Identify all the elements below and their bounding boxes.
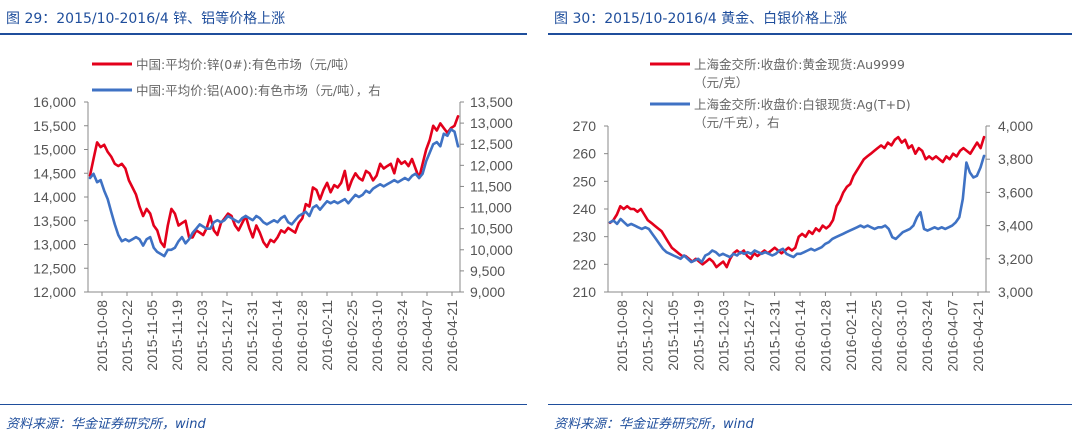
x-tick-label: 2016-02-25 <box>868 300 884 372</box>
panel-gold-silver: 图 30：2015/10-2016/4 黄金、白银价格上涨 210 220 230 2… <box>548 0 1080 448</box>
x-tick-label: 2016-02-25 <box>344 300 360 372</box>
y-right-tick-label: 12,000 <box>470 157 513 173</box>
x-tick-label: 2016-04-21 <box>970 300 986 372</box>
legend-label-1: （元/千克），右 <box>694 115 779 130</box>
x-tick-label: 2015-11-19 <box>169 300 185 371</box>
series-line-0 <box>608 135 986 269</box>
x-tick-label: 2016-03-10 <box>369 300 385 372</box>
source-note: 资料来源：华金证券研究所，wind <box>554 417 754 432</box>
y-right-tick-label: 11,500 <box>470 178 512 194</box>
x-tick-label: 2015-12-03 <box>716 300 732 372</box>
x-tick-label: 2016-03-24 <box>394 300 410 372</box>
series-line-0 <box>88 115 460 249</box>
x-tick-label: 2016-02-11 <box>843 300 859 371</box>
bottom-rule <box>0 404 527 405</box>
legend-label-1: 上海金交所:收盘价:白银现货:Ag(T+D) <box>694 97 911 112</box>
y-right-tick-label: 10,500 <box>470 221 513 237</box>
x-tick-label: 2016-03-24 <box>919 300 935 372</box>
x-tick-label: 2016-01-14 <box>792 300 808 372</box>
y-left-tick-label: 12,000 <box>33 284 76 300</box>
legend-label-0: （元/克） <box>694 75 748 90</box>
x-tick-label: 2015-11-19 <box>690 300 706 371</box>
y-right-tick-label: 9,000 <box>470 284 505 300</box>
y-left-tick-label: 13,000 <box>33 237 76 253</box>
x-tick-label: 2015-11-05 <box>144 300 160 371</box>
y-left-tick-label: 220 <box>573 256 597 272</box>
y-right-tick-label: 13,500 <box>470 94 513 110</box>
y-left-tick-label: 16,000 <box>33 94 76 110</box>
x-tick-label: 2016-04-21 <box>444 300 460 372</box>
y-right-tick-label: 13,000 <box>470 115 513 131</box>
y-right-tick-label: 3,400 <box>998 218 1033 234</box>
x-tick-label: 2015-12-31 <box>767 300 783 372</box>
x-tick-label: 2015-12-17 <box>741 300 757 372</box>
title-rule <box>548 33 1072 35</box>
x-tick-label: 2015-10-22 <box>119 300 135 372</box>
x-tick-label: 2015-10-22 <box>639 300 655 372</box>
chart-zinc-aluminum: 12,000 12,500 13,000 13,500 14,000 14,500 15,0… <box>33 57 513 372</box>
y-right-tick-label: 3,200 <box>998 251 1033 267</box>
x-tick-label: 2016-01-28 <box>817 300 833 372</box>
y-left-tick-label: 240 <box>573 201 597 217</box>
y-left-tick-label: 12,500 <box>33 260 76 276</box>
y-left-tick-label: 260 <box>573 146 597 162</box>
panel-zinc-aluminum: 图 29：2015/10-2016/4 锌、铝等价格上涨 12,000 12,50… <box>0 0 535 448</box>
legend-label-0: 上海金交所:收盘价:黄金现货:Au9999 <box>694 57 905 72</box>
x-tick-label: 2016-04-07 <box>419 300 435 372</box>
x-tick-label: 2015-10-08 <box>94 300 110 372</box>
y-right-tick-label: 10,000 <box>470 242 513 258</box>
x-tick-label: 2015-12-17 <box>219 300 235 372</box>
chart-title: 图 30：2015/10-2016/4 黄金、白银价格上涨 <box>554 11 848 27</box>
chart-gold-silver: 210 220 230 240 250 260 270 3,000 3,200 3,400 3,60… <box>573 57 1034 372</box>
x-tick-label: 2015-11-05 <box>665 300 681 371</box>
bottom-rule <box>548 404 1072 405</box>
y-left-tick-label: 15,000 <box>33 142 76 158</box>
y-left-tick-label: 13,500 <box>33 213 76 229</box>
y-left-tick-label: 250 <box>573 173 597 189</box>
y-left-tick-label: 14,000 <box>33 189 76 205</box>
y-left-tick-label: 14,500 <box>33 165 76 181</box>
series-line-1 <box>608 154 986 264</box>
series-line-1 <box>88 128 460 258</box>
y-left-tick-label: 210 <box>573 284 597 300</box>
x-tick-label: 2015-12-31 <box>244 300 260 372</box>
y-right-tick-label: 9,500 <box>470 263 505 279</box>
x-tick-label: 2016-01-28 <box>294 300 310 372</box>
y-right-tick-label: 4,000 <box>998 118 1033 134</box>
chart-title: 图 29：2015/10-2016/4 锌、铝等价格上涨 <box>6 11 286 27</box>
legend-label-0: 中国:平均价:锌(0#):有色市场（元/吨） <box>136 57 356 72</box>
y-left-tick-label: 270 <box>573 118 597 134</box>
x-tick-label: 2016-03-10 <box>894 300 910 372</box>
y-right-tick-label: 3,600 <box>998 184 1033 200</box>
title-rule <box>0 33 527 35</box>
x-tick-label: 2016-04-07 <box>945 300 961 372</box>
legend-label-1: 中国:平均价:铝(A00):有色市场（元/吨），右 <box>136 83 381 98</box>
x-tick-label: 2015-10-08 <box>614 300 630 372</box>
y-right-tick-label: 3,800 <box>998 151 1033 167</box>
y-left-tick-label: 230 <box>573 229 597 245</box>
y-right-tick-label: 12,500 <box>470 136 513 152</box>
source-note: 资料来源：华金证券研究所，wind <box>6 417 206 432</box>
x-tick-label: 2015-12-03 <box>194 300 210 372</box>
y-right-tick-label: 3,000 <box>998 284 1033 300</box>
x-tick-label: 2016-02-11 <box>319 300 335 371</box>
x-tick-label: 2016-01-14 <box>269 300 285 372</box>
y-right-tick-label: 11,000 <box>470 200 512 216</box>
y-left-tick-label: 15,500 <box>33 118 76 134</box>
